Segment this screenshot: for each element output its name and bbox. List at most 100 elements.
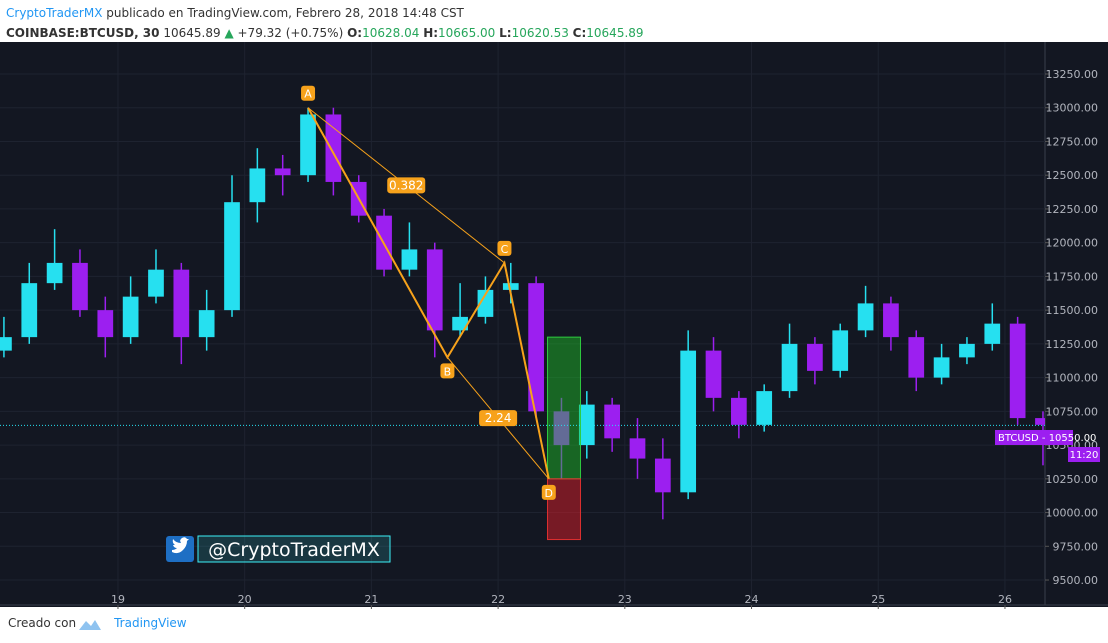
x-tick-label: 24: [745, 593, 759, 606]
arrow: ▲: [224, 26, 234, 40]
candle-body: [578, 404, 595, 446]
author[interactable]: CryptoTraderMX: [6, 6, 103, 20]
last: 10645.89: [163, 26, 221, 40]
candle-body: [97, 310, 114, 338]
candle-body: [274, 168, 291, 176]
candle-body: [0, 337, 12, 351]
candle-body: [46, 262, 63, 284]
published: publicado en TradingView.com, Febrero 28…: [106, 6, 464, 20]
countdown-bg: [1068, 447, 1100, 462]
x-tick-label: 23: [618, 593, 632, 606]
candle-body: [604, 404, 621, 439]
x-tick-label: 19: [111, 593, 125, 606]
symbol: COINBASE:BTCUSD, 30: [6, 26, 160, 40]
candle-body: [756, 391, 773, 425]
h-label: H:: [423, 26, 439, 40]
point-label-bg: [301, 85, 316, 101]
plot: [0, 42, 1045, 605]
candle-body: [21, 283, 38, 338]
watermark: @CryptoTraderMX: [208, 539, 380, 561]
close: 10645.89: [586, 26, 644, 40]
created: Creado con: [8, 616, 77, 630]
candle-body: [325, 114, 342, 182]
y-tick-label: 12750.00: [1046, 135, 1099, 148]
point-label: A: [304, 88, 312, 101]
y-tick-label: 13250.00: [1046, 68, 1099, 81]
header-line-2: COINBASE:BTCUSD, 30 10645.89 ▲ +79.32 (+…: [6, 23, 644, 43]
candle-body: [401, 249, 418, 270]
y-tick-label: 10750.00: [1046, 405, 1099, 418]
high: 10665.00: [438, 26, 496, 40]
point-label-bg: [440, 363, 455, 379]
o-label: O:: [347, 26, 363, 40]
candle-body: [148, 269, 164, 297]
footer: Creado con TradingView: [8, 616, 187, 630]
candle-body: [426, 249, 443, 331]
candle-body: [933, 357, 950, 378]
candle-body: [781, 343, 798, 392]
y-tick-label: 11250.00: [1046, 338, 1099, 351]
y-tick-label: 11500.00: [1046, 304, 1099, 317]
candle-body: [680, 350, 697, 493]
candle-body: [122, 296, 139, 338]
y-tick-label: 12250.00: [1046, 203, 1099, 216]
tv-logo: [79, 620, 101, 630]
candle-body: [1009, 323, 1026, 419]
candle-body: [908, 337, 925, 378]
point-label: B: [444, 365, 452, 378]
candle-body: [832, 330, 849, 371]
countdown: 11:20: [1070, 450, 1099, 461]
candle-body: [857, 303, 874, 331]
tv-logo-shape: [79, 620, 101, 630]
candle-body: [72, 262, 88, 311]
y-tick-label: 12500.00: [1046, 169, 1099, 182]
candle-body: [654, 458, 671, 493]
change: +79.32 (+0.75%): [237, 26, 344, 40]
candle-body: [300, 114, 316, 176]
target-zone: [547, 336, 581, 480]
y-tick-label: 11000.00: [1046, 372, 1099, 385]
y-tick-label: 13000.00: [1046, 102, 1099, 115]
candle-body: [477, 289, 494, 317]
x-tick-label: 20: [238, 593, 252, 606]
brand[interactable]: TradingView: [114, 616, 187, 630]
y-tick-label: 9750.00: [1053, 540, 1099, 553]
candle-body: [452, 316, 468, 331]
overlay: @CryptoTraderMX: [166, 535, 391, 563]
candle-body: [224, 202, 240, 311]
header: CryptoTraderMX publicado en TradingView.…: [6, 3, 644, 43]
price-tag: BTCUSD - 10550.00: [998, 433, 1096, 444]
candle-body: [173, 269, 190, 338]
y-tick-label: 12000.00: [1046, 237, 1099, 250]
y-tick-label: 11750.00: [1046, 270, 1099, 283]
candle-body: [629, 438, 646, 459]
x-tick-label: 22: [491, 593, 505, 606]
y-tick-label: 10000.00: [1046, 507, 1099, 520]
candle-body: [198, 310, 215, 338]
ratio-label: 0.382: [389, 178, 423, 192]
l-label: L:: [499, 26, 512, 40]
twitter-bird: [172, 537, 189, 554]
ratio-label: 2.24: [485, 411, 512, 425]
watermark-box: [197, 535, 391, 563]
candle-body: [731, 397, 747, 425]
pattern-leg: [307, 107, 550, 480]
c-label: C:: [572, 26, 587, 40]
candle-body: [883, 303, 899, 338]
candle-body: [807, 343, 823, 371]
y-tick-label: 10250.00: [1046, 473, 1099, 486]
low: 10620.53: [511, 26, 569, 40]
candle-body: [959, 343, 975, 358]
point-label: D: [545, 487, 553, 500]
x-tick-label: 26: [998, 593, 1012, 606]
x-tick-label: 21: [364, 593, 378, 606]
candle-body: [528, 283, 544, 412]
candle-body: [249, 168, 266, 203]
candle-body: [984, 323, 1001, 344]
ratio-label-bg: [387, 177, 426, 194]
point-label: C: [501, 243, 509, 256]
candle-body: [553, 411, 570, 446]
header-line-1: CryptoTraderMX publicado en TradingView.…: [6, 3, 644, 23]
